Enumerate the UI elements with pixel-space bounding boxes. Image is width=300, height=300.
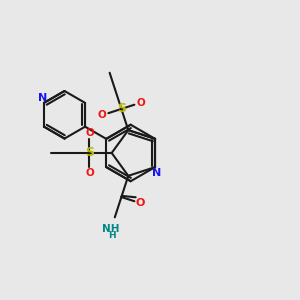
Text: N: N [38,92,47,103]
Text: N: N [152,168,161,178]
Text: O: O [136,98,145,108]
Text: O: O [98,110,106,120]
Text: NH: NH [102,224,120,234]
Text: S: S [117,102,126,116]
Text: H: H [108,231,116,240]
Text: O: O [135,198,145,208]
Text: O: O [85,168,94,178]
Text: O: O [85,128,94,138]
Text: S: S [85,146,94,160]
